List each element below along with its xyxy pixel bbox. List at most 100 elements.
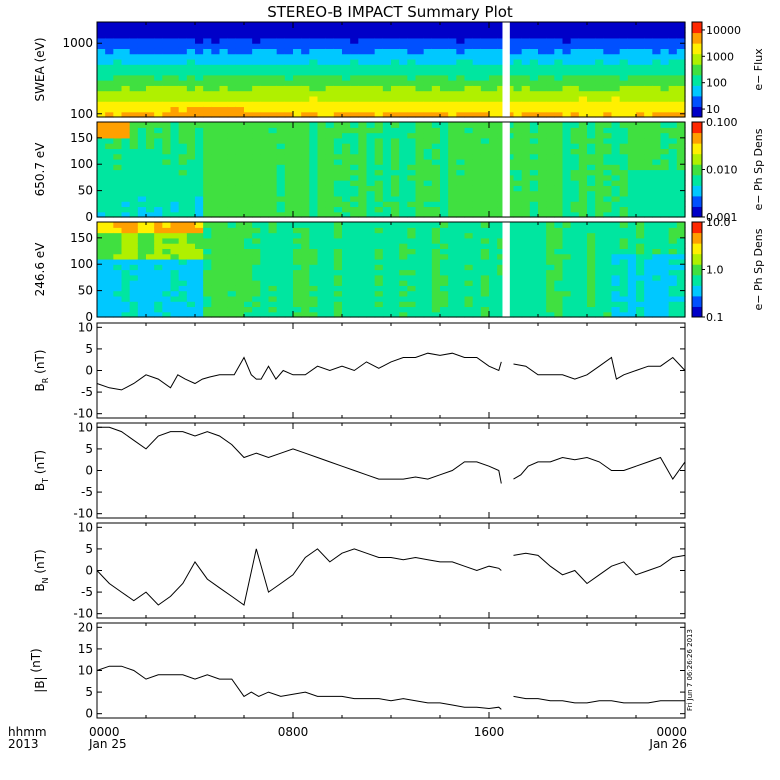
pad_246-cell — [366, 285, 376, 292]
swea-cell — [195, 58, 204, 65]
pad_246-cell — [415, 264, 425, 271]
swea-cell — [391, 95, 400, 102]
pad_246-cell — [366, 253, 376, 260]
swea-cell — [636, 64, 645, 71]
swea-cell — [464, 74, 474, 81]
swea-cell — [374, 37, 384, 44]
pad_246-cell — [619, 269, 629, 276]
pad_246-cell — [97, 295, 106, 302]
pad_246-cell — [186, 301, 196, 308]
pad_650-cell — [636, 153, 645, 160]
pad_246-cell — [399, 232, 408, 239]
pad_650-cell — [538, 143, 547, 149]
swea-cell — [448, 48, 457, 55]
pad_650-cell — [489, 180, 498, 186]
swea-cell — [227, 80, 237, 86]
swea-cell — [333, 27, 343, 34]
pad_246-cell — [407, 295, 417, 302]
pad_246-cell — [227, 301, 237, 308]
swea-cell — [407, 106, 417, 113]
swea-cell — [195, 74, 204, 81]
swea-cell — [195, 80, 204, 86]
swea-cell — [603, 80, 613, 86]
pad_650-cell — [195, 143, 204, 149]
bmag-ytick-label: 20 — [78, 620, 93, 634]
pad_650-cell — [562, 190, 572, 197]
swea-cell — [554, 106, 564, 113]
pad_246-cell — [333, 269, 343, 276]
pad_650-cell — [129, 201, 139, 208]
pad_246-cell — [652, 311, 662, 318]
pad_246-cell — [644, 264, 653, 271]
pad_650-cell — [448, 137, 457, 144]
pad_650-cell — [554, 185, 564, 192]
pad_650-cell — [472, 190, 482, 197]
pad_650-cell — [235, 185, 245, 192]
pad_246-cell — [399, 253, 408, 260]
swea-cell — [350, 90, 359, 97]
swea-cell — [170, 58, 180, 65]
swea-cell — [521, 53, 531, 60]
swea-cell — [309, 69, 319, 76]
pad_246-cell — [121, 311, 131, 318]
swea-colorbar-segment — [692, 74, 702, 86]
pad_246-cell — [154, 285, 163, 292]
swea-cell — [652, 111, 662, 118]
pad_246-cell — [489, 274, 498, 281]
swea-cell — [137, 85, 147, 92]
pad_246-cell — [587, 237, 596, 244]
pad_650-cell — [570, 148, 580, 155]
pad_246-cell — [105, 258, 114, 265]
bt-ylabel-main: B — [33, 483, 47, 491]
pad_650-cell — [391, 158, 400, 165]
swea-cell — [660, 80, 670, 86]
pad_246-cell — [252, 248, 261, 255]
pad_246-cell — [391, 253, 400, 260]
pad_246-cell — [603, 311, 613, 318]
swea-cell — [137, 64, 147, 71]
pad_246-cell — [195, 301, 204, 308]
swea-cell — [513, 43, 523, 49]
swea-cell — [382, 80, 392, 86]
pad_246-cell — [284, 227, 294, 234]
pad_246-cell — [521, 301, 531, 308]
swea-cell — [382, 101, 392, 108]
pad_650-cell — [415, 211, 425, 218]
swea-cell — [113, 69, 123, 76]
pad_246-cell — [317, 290, 327, 297]
swea-cell — [374, 48, 384, 55]
swea-cell — [121, 101, 131, 108]
pad_650-cell — [480, 127, 490, 134]
pad_246-cell — [660, 280, 670, 286]
pad_246-cell — [146, 258, 155, 265]
pad_246-cell — [636, 311, 645, 318]
swea-cell — [423, 69, 433, 76]
swea-cell — [480, 74, 490, 81]
pad_246-cell — [162, 264, 172, 271]
swea-cell — [244, 74, 253, 81]
swea-cell — [440, 64, 449, 71]
pad_650-ytick-label: 100 — [70, 157, 93, 171]
pad_650-cell — [366, 132, 376, 139]
pad_246-cell — [587, 311, 596, 318]
swea-cell — [317, 106, 327, 113]
swea-cell — [407, 37, 417, 44]
pad_650-cell — [521, 164, 531, 171]
pad_246-cell — [366, 306, 376, 313]
pad_246-cell — [195, 253, 204, 260]
pad_650-cell — [538, 148, 547, 155]
pad_246-cell — [407, 290, 417, 297]
pad_246-cell — [448, 243, 457, 249]
pad_650-cell — [203, 127, 212, 134]
pad_246-cell — [342, 274, 351, 281]
pad_650-cell — [513, 127, 523, 134]
pad_650-cell — [546, 122, 555, 128]
pad_246-cell — [399, 274, 408, 281]
pad_650-cell — [529, 164, 539, 171]
swea-cell — [538, 111, 547, 118]
pad_246-cell — [358, 227, 368, 234]
pad_650-cell — [244, 180, 253, 186]
pad_246-cell — [244, 290, 253, 297]
pad_650-cell — [570, 164, 580, 171]
pad_650-cell — [97, 206, 106, 213]
